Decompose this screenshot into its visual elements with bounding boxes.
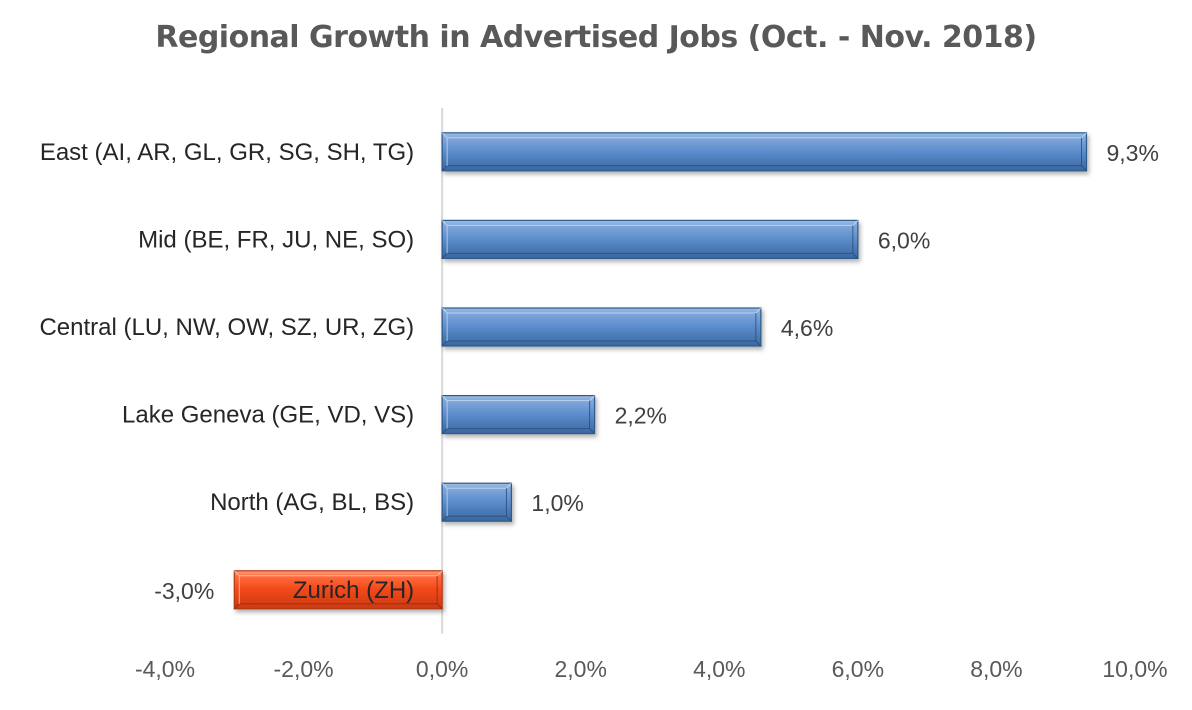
x-tick-label: 10,0% bbox=[1102, 656, 1167, 682]
bar bbox=[441, 395, 596, 435]
bar-negative bbox=[233, 570, 443, 610]
x-tick-label: -2,0% bbox=[274, 656, 334, 682]
category-label: Mid (BE, FR, JU, NE, SO) bbox=[138, 226, 414, 253]
data-label: -3,0% bbox=[154, 578, 214, 604]
data-label: 1,0% bbox=[531, 490, 583, 516]
category-label: East (AI, AR, GL, GR, SG, SH, TG) bbox=[40, 139, 414, 166]
data-label: 2,2% bbox=[615, 403, 667, 429]
x-tick-label: 2,0% bbox=[554, 656, 606, 682]
data-label: 9,3% bbox=[1107, 140, 1159, 166]
category-label: Central (LU, NW, OW, SZ, UR, ZG) bbox=[39, 314, 414, 341]
category-label: Zurich (ZH) bbox=[293, 577, 414, 604]
bar bbox=[441, 219, 859, 259]
x-tick-label: 0,0% bbox=[416, 656, 468, 682]
x-tick-label: 8,0% bbox=[970, 656, 1022, 682]
category-label: North (AG, BL, BS) bbox=[210, 489, 414, 516]
bar bbox=[441, 307, 762, 347]
bar bbox=[441, 482, 513, 522]
data-label: 6,0% bbox=[878, 227, 930, 253]
x-tick-label: 6,0% bbox=[832, 656, 884, 682]
category-label: Lake Geneva (GE, VD, VS) bbox=[122, 402, 414, 429]
bar bbox=[441, 132, 1088, 172]
x-tick-label: -4,0% bbox=[135, 656, 195, 682]
x-tick-label: 4,0% bbox=[693, 656, 745, 682]
chart-title: Regional Growth in Advertised Jobs (Oct.… bbox=[155, 20, 1037, 55]
data-label: 4,6% bbox=[781, 315, 833, 341]
